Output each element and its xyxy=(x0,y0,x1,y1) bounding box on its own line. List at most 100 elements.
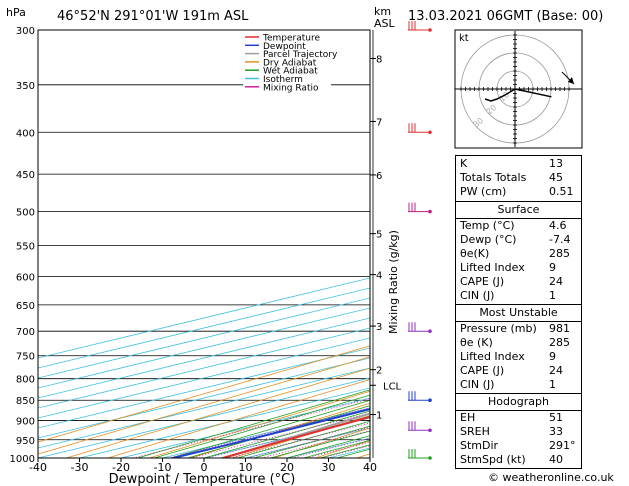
wind-barb xyxy=(408,421,432,433)
wind-barb xyxy=(408,202,432,214)
height-tick-label: 6 xyxy=(376,171,382,182)
pressure-tick-label: 800 xyxy=(16,375,35,386)
hodograph-index-title: Hodograph xyxy=(488,395,549,408)
pressure-tick-label: 950 xyxy=(16,436,35,447)
pressure-tick-label: 600 xyxy=(16,272,35,283)
mu-row-thetae: θe (K) 285 xyxy=(460,336,570,349)
pressure-tick-label: 1000 xyxy=(10,454,35,465)
height-tick-label: 4 xyxy=(376,271,382,282)
dry-adiabat xyxy=(38,345,370,443)
wet-adiabat xyxy=(137,389,370,458)
pressure-tick-label: 850 xyxy=(16,396,35,407)
dry-adiabat xyxy=(66,367,370,458)
wet-adiabat xyxy=(154,394,370,458)
x-tick-label: 40 xyxy=(363,461,377,474)
wind-barb xyxy=(408,391,432,403)
pressure-tick-label: 550 xyxy=(16,241,35,252)
dry-adiabat xyxy=(190,402,370,458)
surface-row-cape: CAPE (J) 24 xyxy=(460,275,563,288)
thermo-background xyxy=(38,30,629,458)
most-unstable-title: Most Unstable xyxy=(479,306,558,319)
surface-row-li: Lifted Index 9 xyxy=(460,261,556,274)
isotherm xyxy=(38,307,370,389)
hodo-row-eh: EH 51 xyxy=(460,411,563,424)
isotherm xyxy=(38,327,370,409)
wind-barbs xyxy=(408,21,432,460)
isotherm xyxy=(38,377,370,458)
surface-row-temp: Temp (°C) 4.6 xyxy=(460,219,567,232)
copyright: © weatheronline.co.uk xyxy=(488,471,614,484)
height-tick-label: 1 xyxy=(376,411,382,422)
hpa-axis-label: hPa xyxy=(6,6,26,19)
wet-adiabat xyxy=(187,405,370,458)
isotherm xyxy=(38,317,370,399)
isotherm xyxy=(38,357,370,439)
hodo-row-stmdir: StmDir 291° xyxy=(460,439,576,452)
wind-barb-dot xyxy=(428,456,432,460)
pressure-tick-label: 900 xyxy=(16,417,35,428)
mu-row-pressure: Pressure (mb) 981 xyxy=(460,322,570,335)
lcl-label: LCL xyxy=(383,381,402,392)
index-row-k: K 13 xyxy=(460,157,563,170)
wind-barb xyxy=(408,322,432,334)
wet-adiabat xyxy=(170,399,370,458)
hodograph-index-box: Hodograph EH 51 SREH 33 StmDir 291° StmSpd … xyxy=(455,393,582,469)
pressure-tick-label: 400 xyxy=(16,128,35,139)
height-tick-label: 5 xyxy=(376,230,382,241)
dry-adiabat xyxy=(107,379,370,458)
surface-row-cin: CIN (J) 1 xyxy=(460,289,556,302)
x-tick-label: 10 xyxy=(239,461,253,474)
wind-barb xyxy=(408,449,432,460)
pressure-tick-label: 500 xyxy=(16,208,35,219)
dry-adiabat xyxy=(38,356,370,455)
axes: 1234681016202530035040045050055060065070… xyxy=(10,26,402,474)
hodograph-unit-label: kt xyxy=(459,33,469,44)
index-row-totals: Totals Totals 45 xyxy=(460,171,563,184)
mu-row-li: Lifted Index 9 xyxy=(460,350,556,363)
wind-barb-dot xyxy=(428,130,432,135)
pressure-tick-label: 750 xyxy=(16,352,35,363)
surface-row-thetae: θe(K) 285 xyxy=(460,247,570,260)
wind-barb-dot xyxy=(428,28,432,32)
legend-label: Temperature xyxy=(262,34,320,44)
x-tick-label: 20 xyxy=(280,461,294,474)
pressure-tick-label: 700 xyxy=(16,327,35,338)
legend-label: Dry Adiabat xyxy=(263,58,317,68)
x-tick-label: -10 xyxy=(154,461,172,474)
index-row-pw: PW (cm) 0.51 xyxy=(460,185,574,198)
x-tick-label: -20 xyxy=(112,461,130,474)
legend-label: Wet Adiabat xyxy=(263,67,318,77)
legend-background xyxy=(243,31,331,91)
surface-title: Surface xyxy=(497,203,540,216)
dry-adiabat xyxy=(606,30,629,458)
storm-motion-arrow xyxy=(514,88,552,98)
isotherm xyxy=(38,347,370,429)
wind-barb-dot xyxy=(428,329,432,334)
location-title: 46°52'N 291°01'W 191m ASL xyxy=(57,9,249,24)
hodo-row-stmspd: StmSpd (kt) 40 xyxy=(460,453,563,466)
pressure-tick-label: 450 xyxy=(16,170,35,181)
wind-barb xyxy=(408,21,432,32)
x-tick-label: 30 xyxy=(322,461,336,474)
height-tick-label: 2 xyxy=(376,366,382,377)
isotherm xyxy=(38,337,370,419)
x-tick-label: 0 xyxy=(201,461,208,474)
surface-box: Surface Temp (°C) 4.6 Dewp (°C) -7.4 θe(K)… xyxy=(455,201,582,305)
hodo-row-sreh: SREH 33 xyxy=(460,425,563,438)
mixing-ratio-axis-title: Mixing Ratio (g/kg) xyxy=(387,230,400,334)
hodograph-trace xyxy=(484,88,516,102)
mu-row-cin: CIN (J) 1 xyxy=(460,378,556,391)
storm-motion-arrowhead xyxy=(568,77,574,84)
indices-top-box: K 13 Totals Totals 45 PW (cm) 0.51 xyxy=(455,155,582,202)
pressure-tick-label: 650 xyxy=(16,301,35,312)
mu-row-cape: CAPE (J) 24 xyxy=(460,364,563,377)
x-axis-title: Dewpoint / Temperature (°C) xyxy=(109,472,296,486)
wet-adiabat xyxy=(203,410,370,458)
wind-barb xyxy=(408,123,432,135)
km-axis-label: km xyxy=(374,5,391,18)
legend-label: Isotherm xyxy=(263,75,303,85)
wind-barb-dot xyxy=(428,398,432,403)
